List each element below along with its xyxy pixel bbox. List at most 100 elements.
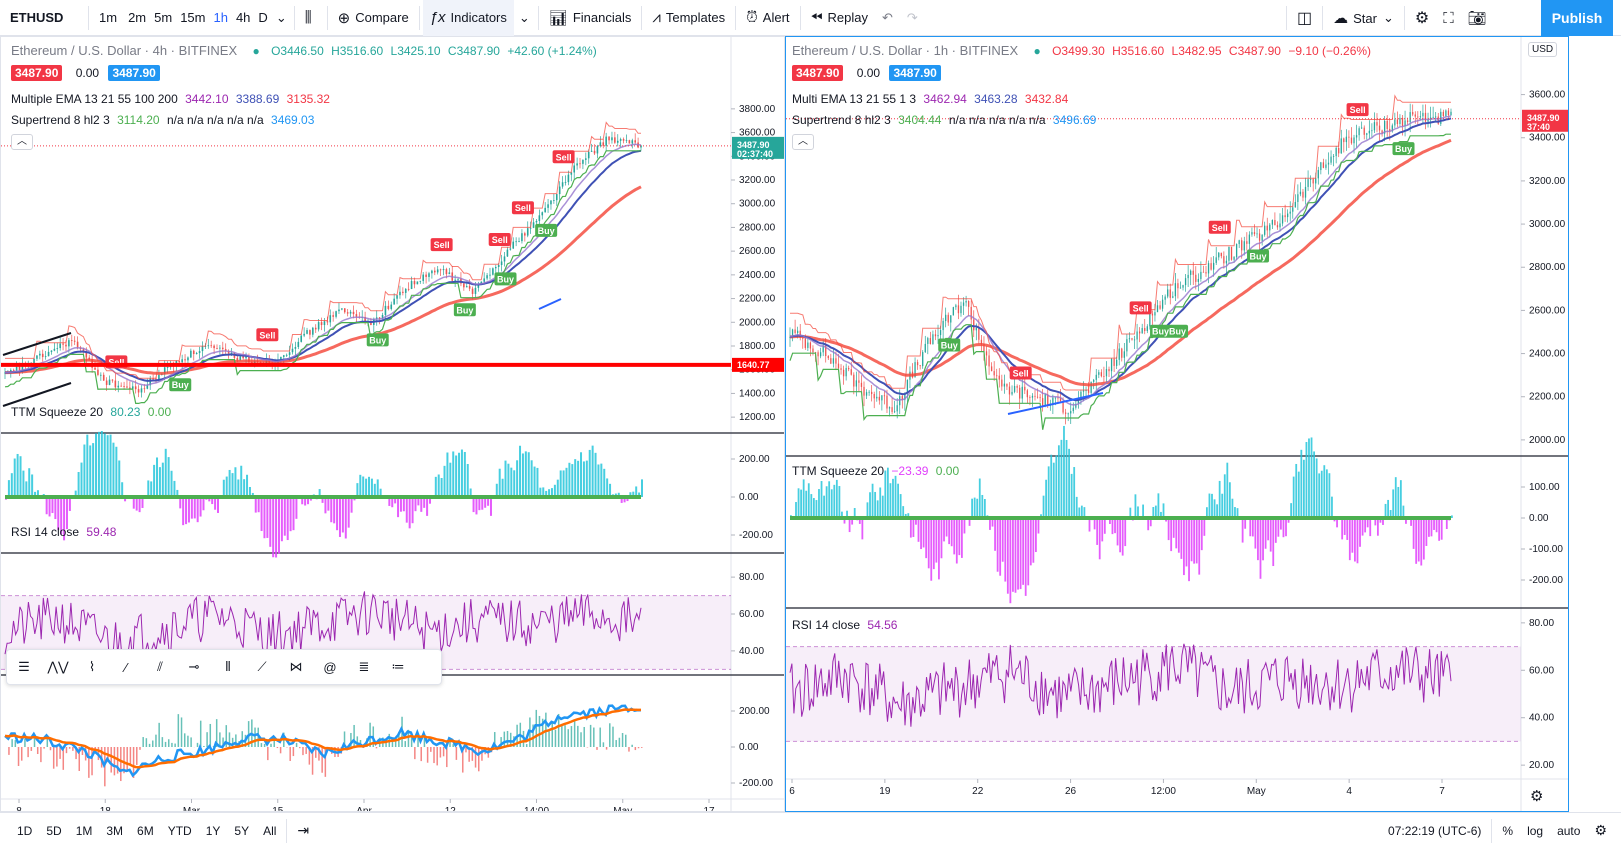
candle-style-button[interactable]: ⫼ xyxy=(298,0,324,36)
chart-settings-gear-icon[interactable]: ⚙︎ xyxy=(1594,822,1607,838)
vertical-lines-icon[interactable]: ⦀ xyxy=(225,659,231,674)
fullscreen-icon[interactable]: ⛶ xyxy=(1443,9,1454,27)
abc-pattern-icon[interactable]: ⌇ xyxy=(88,659,96,674)
candle-body xyxy=(605,136,607,146)
ema-legend-left[interactable]: Multiple EMA 13 21 55 100 200 3442.10 33… xyxy=(11,92,334,106)
templates-button[interactable]: ⩘ Templates xyxy=(645,0,732,36)
horizontal-lines-icon[interactable]: ☰ xyxy=(18,659,30,674)
ttm-value-2: 0.00 xyxy=(147,405,172,419)
buy-signal-label: Buy xyxy=(941,341,958,351)
candle-body xyxy=(416,281,419,285)
chart-pane-right[interactable]: 3600.00 3400.00 3200.00 3000.00 2800.00 2600.… xyxy=(785,36,1569,812)
collapse-legend-chevron-icon[interactable]: ︿ xyxy=(792,134,814,150)
macd-histogram-bar xyxy=(75,747,77,760)
interval-5m[interactable]: 5m xyxy=(154,10,173,25)
histogram-bar xyxy=(504,460,507,497)
range-all[interactable]: All xyxy=(263,823,277,838)
macd-histogram-bar xyxy=(449,737,451,747)
macd-histogram-bar xyxy=(36,747,39,755)
macd-histogram-bar xyxy=(535,709,538,747)
layout-icon[interactable]: ◫ xyxy=(1297,10,1313,27)
histogram-bar xyxy=(266,497,269,538)
ask-price[interactable]: 3487.90 xyxy=(108,65,160,81)
settings-gear-icon[interactable]: ⚙︎ xyxy=(1414,10,1430,27)
chart-canvas-left[interactable]: 3800.003600.003400.003200.003000.002800.… xyxy=(1,37,785,812)
star-button[interactable]: ☁︎ Star ⌄ xyxy=(1326,0,1401,36)
macd-histogram-bar xyxy=(404,741,406,747)
histogram-bar xyxy=(225,476,228,497)
alert-button[interactable]: ⏰︎ Alert xyxy=(739,0,796,36)
interval-1h[interactable]: 1h xyxy=(213,10,228,25)
elliott-wave-icon[interactable]: ⋀⋁ xyxy=(47,659,69,674)
range-6m[interactable]: 6M xyxy=(137,823,154,838)
pattern-icon[interactable]: ⋈ xyxy=(289,659,303,674)
range-1d[interactable]: 1D xyxy=(17,823,33,838)
range-ytd[interactable]: YTD xyxy=(167,823,192,838)
interval-4h[interactable]: 4h xyxy=(235,10,251,25)
chart-canvas-right[interactable]: 3600.00 3400.00 3200.00 3000.00 2800.00 2600.… xyxy=(786,37,1569,812)
bid-price[interactable]: 3487.90 xyxy=(11,65,63,81)
goto-date-icon[interactable]: ⇥ xyxy=(297,822,310,838)
range-1y[interactable]: 1Y xyxy=(205,823,221,838)
histogram-bar xyxy=(1063,425,1065,518)
supertrend-legend-left[interactable]: Supertrend 8 hl2 3 3114.20 n/a n/a n/a n… xyxy=(11,113,318,127)
redo-icon[interactable]: ↷ xyxy=(906,9,918,25)
ttm-legend-left[interactable]: TTM Squeeze 20 80.23 0.00 xyxy=(11,405,175,419)
candle-body xyxy=(1363,127,1365,135)
axis-settings-gear-icon[interactable]: ⚙︎ xyxy=(1530,788,1544,805)
publish-button[interactable]: Publish xyxy=(1541,0,1613,36)
candle-body xyxy=(1123,351,1125,358)
interval-dropdown-chevron-icon[interactable]: ⌄ xyxy=(275,9,287,25)
parallel-channel-icon[interactable]: ⫽ xyxy=(157,659,163,674)
indicators-button[interactable]: ƒx Indicators xyxy=(422,0,514,36)
candle-body xyxy=(18,366,21,371)
rsi-legend-right[interactable]: RSI 14 close 54.56 xyxy=(792,618,901,632)
range-5y[interactable]: 5Y xyxy=(234,823,250,838)
trend-line-icon[interactable]: ⁄ xyxy=(124,659,128,675)
macd-histogram-bar xyxy=(8,747,10,755)
macd-histogram-bar xyxy=(554,729,557,747)
percent-toggle[interactable]: % xyxy=(1502,823,1514,838)
interval-1m[interactable]: 1m xyxy=(99,10,118,25)
candle-body xyxy=(489,274,491,276)
range-1m[interactable]: 1M xyxy=(75,823,93,838)
interval-2m[interactable]: 2m xyxy=(128,10,147,25)
interval-15m[interactable]: 15m xyxy=(180,10,206,25)
buy-signal-badge xyxy=(1392,142,1415,156)
currency-label[interactable]: USD xyxy=(1528,42,1558,57)
clock[interactable]: 07:22:19 (UTC-6) xyxy=(1388,823,1482,838)
auto-toggle[interactable]: auto xyxy=(1557,823,1581,838)
candle-body xyxy=(500,261,503,266)
collapse-legend-chevron-icon[interactable]: ︿ xyxy=(11,134,33,150)
ema-legend-right[interactable]: Multi EMA 13 21 55 1 3 3462.94 3463.28 3… xyxy=(792,92,1072,106)
log-toggle[interactable]: log xyxy=(1527,823,1544,838)
financials-button[interactable]: 📊︎ Financials xyxy=(542,0,639,36)
camera-icon[interactable]: 📷︎ xyxy=(1467,10,1487,27)
undo-icon[interactable]: ↶ xyxy=(882,9,893,25)
indicators-dropdown-chevron-icon[interactable]: ⌄ xyxy=(518,9,530,25)
histogram-bar xyxy=(63,497,66,541)
candle-body xyxy=(1077,398,1080,404)
compare-button[interactable]: ⊕ Compare xyxy=(331,0,416,36)
spiral-icon[interactable]: @ xyxy=(323,659,337,675)
macd-histogram-bar xyxy=(324,747,327,777)
rsi-legend-left[interactable]: RSI 14 close 59.48 xyxy=(11,525,120,539)
ray-icon[interactable]: ⟋ xyxy=(257,659,267,674)
horizontal-ray-icon[interactable]: ⊸ xyxy=(188,659,200,674)
fib-extension-icon[interactable]: ≔ xyxy=(391,659,405,674)
ttm-legend-right[interactable]: TTM Squeeze 20 −23.39 0.00 xyxy=(792,464,963,478)
supertrend-legend-right[interactable]: Supertrend 8 hl2 3 3404.44 n/a n/a n/a n… xyxy=(792,113,1100,127)
price-axis-label: 2200.00 xyxy=(1529,392,1566,403)
histogram-bar xyxy=(170,470,173,497)
ask-price[interactable]: 3487.90 xyxy=(889,65,941,81)
fib-retracement-icon[interactable]: ≣ xyxy=(358,659,370,674)
candle-body xyxy=(825,345,827,357)
candle-body xyxy=(1042,398,1044,406)
chart-pane-left[interactable]: 3800.003600.003400.003200.003000.002800.… xyxy=(0,36,785,812)
range-5d[interactable]: 5D xyxy=(46,823,62,838)
symbol-search[interactable]: ETHUSD xyxy=(10,10,64,25)
bid-price[interactable]: 3487.90 xyxy=(792,65,844,81)
interval-d[interactable]: D xyxy=(258,10,268,25)
range-3m[interactable]: 3M xyxy=(106,823,124,838)
replay-button[interactable]: ⏪︎ Replay xyxy=(804,0,875,36)
